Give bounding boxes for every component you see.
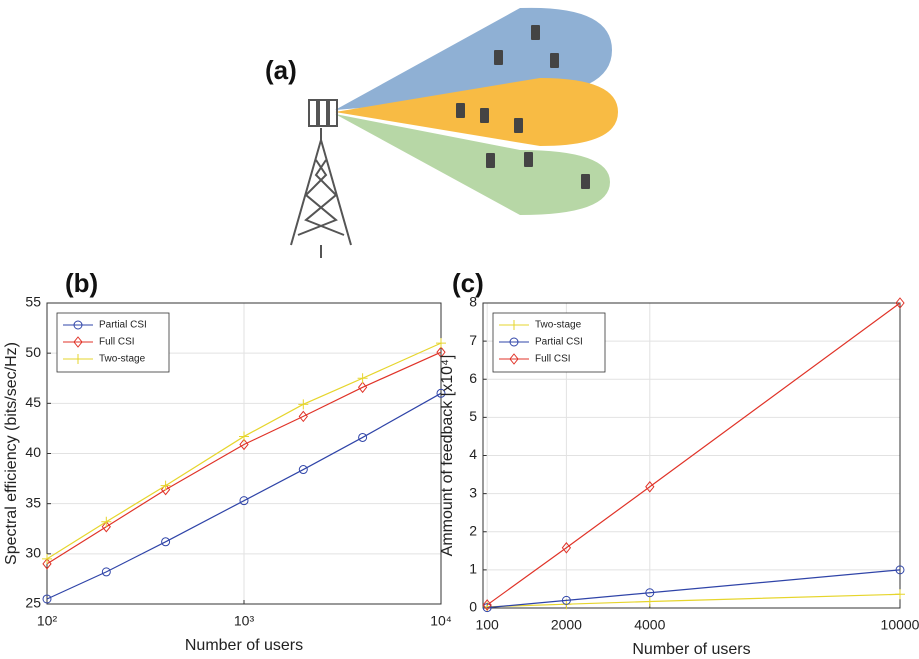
marker (645, 597, 655, 607)
y-tick-label: 6 (469, 370, 477, 386)
legend-label: Two-stage (535, 320, 582, 331)
marker (298, 399, 308, 409)
legend-label: Partial CSI (535, 337, 583, 348)
y-tick-label: 1 (469, 561, 477, 577)
legend-label: Partial CSI (99, 320, 147, 331)
y-tick-label: 45 (25, 394, 41, 410)
x-tick-label: 4000 (634, 617, 665, 633)
y-tick-label: 8 (469, 294, 477, 310)
legend-label: Full CSI (99, 337, 135, 348)
x-tick-label: 100 (475, 617, 499, 633)
legend-label: Full CSI (535, 354, 571, 365)
y-tick-label: 7 (469, 332, 477, 348)
x-tick-label: 10000 (881, 617, 919, 633)
y-tick-label: 2 (469, 522, 477, 538)
y-axis-label: Ammount of feedback [x10⁴] (439, 355, 456, 557)
tower (291, 100, 351, 258)
diagram: (a) (265, 8, 618, 258)
y-tick-label: 35 (25, 494, 41, 510)
y-axis-label: Spectral efficiency (bits/sec/Hz) (3, 342, 20, 565)
y-tick-label: 40 (25, 444, 41, 460)
marker (895, 589, 905, 599)
legend-label: Two-stage (99, 354, 146, 365)
y-tick-label: 3 (469, 484, 477, 500)
marker (436, 338, 446, 348)
panel-label: (a) (265, 55, 297, 85)
x-tick-label: 10⁴ (430, 613, 452, 629)
y-tick-label: 5 (469, 408, 477, 424)
x-tick-label: 2000 (551, 617, 582, 633)
series-line (487, 570, 900, 608)
y-tick-label: 25 (25, 595, 41, 611)
panel-label: (c) (452, 268, 484, 298)
series-line (487, 594, 900, 607)
x-tick-label: 10³ (234, 613, 255, 629)
y-tick-label: 30 (25, 545, 41, 561)
marker (239, 431, 249, 441)
x-axis-label: Number of users (632, 641, 750, 658)
y-tick-label: 50 (25, 344, 41, 360)
y-tick-label: 55 (25, 294, 41, 310)
panel-label: (b) (65, 268, 98, 298)
y-tick-label: 0 (469, 599, 477, 615)
y-tick-label: 4 (469, 446, 477, 462)
figure: (a) (b)2530354045505510²10³10⁴Number of … (0, 0, 919, 659)
x-axis-label: Number of users (185, 637, 303, 654)
x-tick-label: 10² (37, 613, 58, 629)
marker (358, 373, 368, 383)
